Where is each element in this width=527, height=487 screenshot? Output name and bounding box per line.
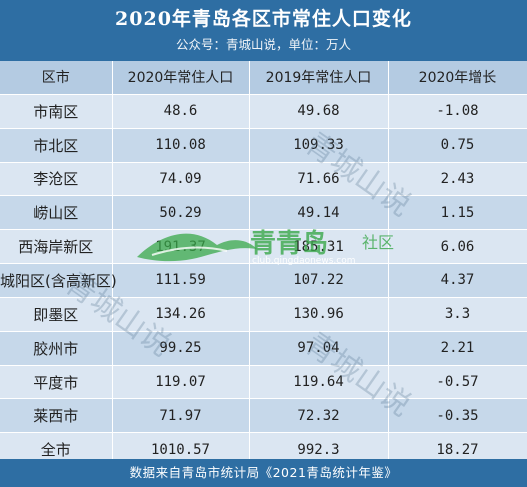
column-header-region: 区市: [0, 61, 113, 95]
cell-region: 市南区: [0, 94, 113, 129]
cell-growth-2020: -0.35: [388, 398, 527, 434]
cell-pop-2019: 130.96: [249, 297, 389, 332]
cell-region: 西海岸新区: [0, 229, 113, 265]
cell-pop-2019: 71.66: [249, 162, 389, 197]
cell-pop-2020: 134.26: [112, 297, 250, 332]
cell-growth-2020: 4.37: [388, 263, 527, 298]
cell-growth-2020: 3.3: [388, 297, 527, 332]
source-footer: 数据来自青岛市统计局《2021青岛统计年鉴》: [0, 459, 527, 487]
cell-pop-2020: 99.25: [112, 331, 250, 366]
column-header-2020: 2020年常住人口: [112, 61, 250, 95]
table-body: 市南区 48.6 49.68 -1.08 市北区 110.08 109.33 0.75 李沧区 7…: [0, 94, 527, 468]
column-header-2019: 2019年常住人口: [249, 61, 389, 95]
cell-growth-2020: 2.21: [388, 331, 527, 366]
cell-pop-2020: 50.29: [112, 195, 250, 231]
cell-growth-2020: 6.06: [388, 229, 527, 265]
cell-growth-2020: 2.43: [388, 162, 527, 197]
table-header-row: 区市 2020年常住人口 2019年常住人口 2020年增长: [0, 61, 527, 95]
page-title: 2020年青岛各区市常住人口变化: [115, 8, 412, 30]
cell-pop-2020: 119.07: [112, 365, 250, 400]
cell-pop-2019: 185.31: [249, 229, 389, 265]
table-row: 西海岸新区 191.37 185.31 6.06: [0, 229, 527, 265]
cell-pop-2020: 71.97: [112, 398, 250, 434]
column-header-growth: 2020年增长: [388, 61, 527, 95]
cell-region: 市北区: [0, 128, 113, 163]
cell-pop-2020: 48.6: [112, 94, 250, 129]
cell-growth-2020: 1.15: [388, 195, 527, 231]
cell-growth-2020: -0.57: [388, 365, 527, 400]
cell-pop-2019: 109.33: [249, 128, 389, 163]
table-row: 城阳区(含高新区) 111.59 107.22 4.37: [0, 263, 527, 298]
cell-pop-2019: 107.22: [249, 263, 389, 298]
cell-growth-2020: 0.75: [388, 128, 527, 163]
cell-pop-2019: 119.64: [249, 365, 389, 400]
cell-pop-2020: 111.59: [112, 263, 250, 298]
cell-pop-2020: 191.37: [112, 229, 250, 265]
cell-region: 即墨区: [0, 297, 113, 332]
title-bar: 2020年青岛各区市常住人口变化 公众号：青城山说，单位：万人: [0, 0, 527, 61]
table-row: 胶州市 99.25 97.04 2.21: [0, 331, 527, 366]
cell-region: 崂山区: [0, 195, 113, 231]
cell-pop-2019: 49.14: [249, 195, 389, 231]
cell-growth-2020: -1.08: [388, 94, 527, 129]
subtitle: 公众号：青城山说，单位：万人: [175, 37, 351, 52]
table-row: 莱西市 71.97 72.32 -0.35: [0, 398, 527, 434]
cell-region: 胶州市: [0, 331, 113, 366]
population-table: 区市 2020年常住人口 2019年常住人口 2020年增长 市南区 48.6 49…: [0, 61, 527, 468]
cell-region: 李沧区: [0, 162, 113, 197]
cell-region: 平度市: [0, 365, 113, 400]
table-row: 崂山区 50.29 49.14 1.15: [0, 195, 527, 231]
cell-pop-2020: 74.09: [112, 162, 250, 197]
cell-pop-2019: 72.32: [249, 398, 389, 434]
table-row: 市南区 48.6 49.68 -1.08: [0, 94, 527, 129]
cell-region: 城阳区(含高新区): [0, 263, 117, 298]
cell-pop-2020: 110.08: [112, 128, 250, 163]
cell-pop-2019: 49.68: [249, 94, 389, 129]
table-row: 平度市 119.07 119.64 -0.57: [0, 365, 527, 400]
table-row: 即墨区 134.26 130.96 3.3: [0, 297, 527, 332]
cell-pop-2019: 97.04: [249, 331, 389, 366]
table-row: 市北区 110.08 109.33 0.75: [0, 128, 527, 163]
cell-region: 莱西市: [0, 398, 113, 434]
table-row: 李沧区 74.09 71.66 2.43: [0, 162, 527, 197]
